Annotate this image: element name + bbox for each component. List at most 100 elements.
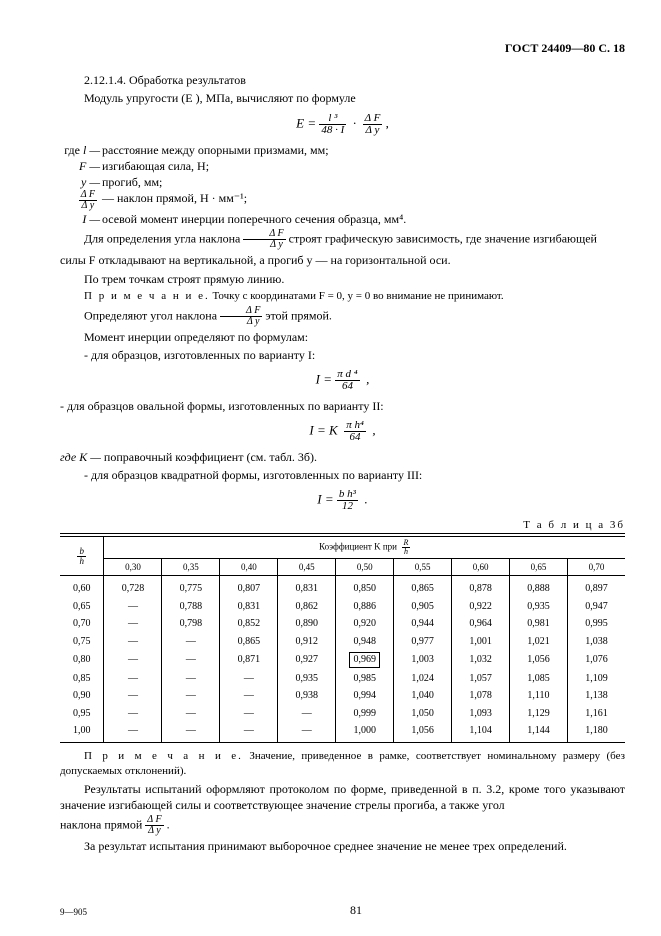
den: 64 xyxy=(335,381,359,392)
where: где xyxy=(64,143,80,157)
txt: поправочный коэффициент (см. табл. 3б). xyxy=(104,450,317,464)
table-cell: 1,104 xyxy=(452,722,510,742)
table-cell: 0,788 xyxy=(162,598,220,616)
col-header: 0,40 xyxy=(220,559,278,576)
table-cell: 0,871 xyxy=(220,650,278,670)
table-cell: 0,775 xyxy=(162,576,220,598)
table-cell: 0,981 xyxy=(510,615,568,633)
table-cell: 0,798 xyxy=(162,615,220,633)
definitions: где l —расстояние между опорными призмам… xyxy=(60,142,625,228)
def-F: изгибающая сила, Н; xyxy=(102,158,625,174)
def-y: прогиб, мм; xyxy=(102,174,625,190)
col-header: 0,70 xyxy=(567,559,625,576)
row-label: 0,75 xyxy=(60,633,104,651)
modulus-intro: Модуль упругости (E ), МПа, вычисляют по… xyxy=(60,90,625,106)
table-cell: 0,862 xyxy=(278,598,336,616)
txt: наклона прямой xyxy=(60,817,142,831)
page-number: 81 xyxy=(350,902,362,918)
table-cell: 1,056 xyxy=(394,722,452,742)
den: Δ y xyxy=(243,240,285,250)
txt: Определяют угол наклона xyxy=(84,308,217,322)
table-cell: — xyxy=(220,722,278,742)
table-cell: 0,886 xyxy=(336,598,394,616)
col-header: 0,55 xyxy=(394,559,452,576)
table-cell: 0,865 xyxy=(220,633,278,651)
table-cell: 0,912 xyxy=(278,633,336,651)
table-cell: 1,000 xyxy=(336,722,394,742)
table-cell: 0,807 xyxy=(220,576,278,598)
table-cell: 1,024 xyxy=(394,670,452,688)
para-3pts: По трем точкам строят прямую линию. xyxy=(60,271,625,287)
num: Δ F xyxy=(363,113,383,125)
sym-y: y — xyxy=(60,174,102,190)
row-label: 0,60 xyxy=(60,576,104,598)
col-header: 0,65 xyxy=(510,559,568,576)
table-cell: 0,999 xyxy=(336,705,394,723)
den: 64 xyxy=(344,432,366,443)
para-angle: Для определения угла наклона Δ FΔ y стро… xyxy=(60,229,625,250)
table-cell: — xyxy=(220,687,278,705)
para-angle-c: силы F откладывают на вертикальной, а пр… xyxy=(60,252,625,268)
lhs: I xyxy=(316,371,320,386)
table-cell: 1,050 xyxy=(394,705,452,723)
para-determine: Определяют угол наклона Δ FΔ y этой прям… xyxy=(60,306,625,327)
num: l ³ xyxy=(319,113,346,125)
table-label: Т а б л и ц а 3б xyxy=(60,518,625,533)
table-cell: — xyxy=(162,722,220,742)
table-cell: 0,905 xyxy=(394,598,452,616)
table-cell: — xyxy=(278,705,336,723)
K: K xyxy=(329,423,338,438)
table-cell: — xyxy=(162,650,220,670)
table-cell: 0,994 xyxy=(336,687,394,705)
note-prefix: П р и м е ч а н и е. xyxy=(84,750,243,762)
col-header: 0,30 xyxy=(104,559,162,576)
note-body: Точку с координатами F = 0, y = 0 во вни… xyxy=(210,290,504,302)
footer: 9—905 81 xyxy=(60,902,625,918)
table-cell: 1,093 xyxy=(452,705,510,723)
table-cell: 0,852 xyxy=(220,615,278,633)
table-cell: — xyxy=(104,687,162,705)
formula-E: E = l ³48 · I · Δ FΔ y , xyxy=(60,113,625,136)
table-cell: 0,878 xyxy=(452,576,510,598)
table-cell: 0,888 xyxy=(510,576,568,598)
table-cell: 0,920 xyxy=(336,615,394,633)
table-cell: — xyxy=(104,670,162,688)
table-cell: 1,129 xyxy=(510,705,568,723)
num: Δ F xyxy=(220,306,262,317)
note-prefix: П р и м е ч а н и е. xyxy=(84,290,210,302)
den: Δ y xyxy=(145,826,163,836)
col-header: 0,35 xyxy=(162,559,220,576)
den: h xyxy=(402,548,411,556)
formula-I1: I = π d ⁴64 , xyxy=(60,369,625,392)
table-cell: 1,021 xyxy=(510,633,568,651)
table-cell: 1,057 xyxy=(452,670,510,688)
table-cell: 1,038 xyxy=(567,633,625,651)
footer-left: 9—905 xyxy=(60,906,87,918)
den: 12 xyxy=(337,501,358,512)
table-cell: 1,001 xyxy=(452,633,510,651)
table-cell: 0,977 xyxy=(394,633,452,651)
doc-header: ГОСТ 24409—80 С. 18 xyxy=(60,40,625,56)
table-cell: 0,985 xyxy=(336,670,394,688)
col-header: 0,50 xyxy=(336,559,394,576)
row-label: 0,90 xyxy=(60,687,104,705)
table-cell: — xyxy=(162,670,220,688)
formula-I3: I = b h³12 . xyxy=(60,489,625,512)
table-cell: — xyxy=(220,705,278,723)
row-label: 0,70 xyxy=(60,615,104,633)
para-var1: - для образцов, изготовленных по вариант… xyxy=(60,347,625,363)
table-cell: — xyxy=(104,722,162,742)
table-cell: 0,995 xyxy=(567,615,625,633)
table-cell: 0,890 xyxy=(278,615,336,633)
txt: строят графическую зависимость, где знач… xyxy=(289,232,597,246)
table-cell: — xyxy=(162,633,220,651)
table-cell: — xyxy=(162,687,220,705)
table-cell: — xyxy=(104,615,162,633)
row-label: 0,65 xyxy=(60,598,104,616)
den: h xyxy=(77,557,86,566)
results-slope: наклона прямой Δ FΔ y . xyxy=(60,815,625,836)
row-header: bh xyxy=(60,537,104,576)
note-1: П р и м е ч а н и е. Точку с координатам… xyxy=(60,289,625,304)
table-cell: 0,948 xyxy=(336,633,394,651)
col-header: 0,45 xyxy=(278,559,336,576)
